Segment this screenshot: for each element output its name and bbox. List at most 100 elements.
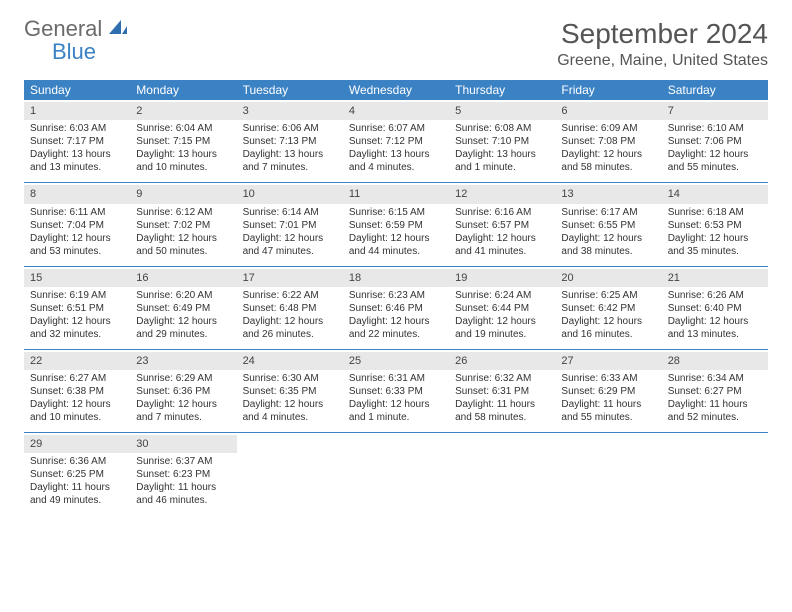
logo: General Blue [24, 18, 127, 64]
day-sunrise: Sunrise: 6:14 AM [243, 206, 337, 219]
day-sunrise: Sunrise: 6:12 AM [136, 206, 230, 219]
day-sunrise: Sunrise: 6:15 AM [349, 206, 443, 219]
calendar-day-cell [237, 433, 343, 516]
day-sunrise: Sunrise: 6:08 AM [455, 122, 549, 135]
day-sunset: Sunset: 6:29 PM [561, 385, 655, 398]
calendar-day-cell: 4Sunrise: 6:07 AMSunset: 7:12 PMDaylight… [343, 100, 449, 183]
day-number: 1 [24, 102, 130, 120]
calendar-day-cell: 30 Sunrise: 6:37 AMSunset: 6:23 PMDayligh… [130, 433, 236, 516]
day-sunrise: Sunrise: 6:11 AM [30, 206, 124, 219]
day-sunrise: Sunrise: 6:17 AM [561, 206, 655, 219]
calendar-day-cell: 9Sunrise: 6:12 AMSunset: 7:02 PMDaylight… [130, 183, 236, 266]
day-sunset: Sunset: 7:15 PM [136, 135, 230, 148]
logo-general: General [24, 16, 102, 41]
day-sunset: Sunset: 6:48 PM [243, 302, 337, 315]
day-dl2: and 1 minute. [455, 161, 549, 174]
day-sunrise: Sunrise: 6:33 AM [561, 372, 655, 385]
day-dl2: and 4 minutes. [243, 411, 337, 424]
day-dl2: and 10 minutes. [30, 411, 124, 424]
calendar-day-cell [449, 433, 555, 516]
day-dl2: and 32 minutes. [30, 328, 124, 341]
day-sunrise: Sunrise: 6:25 AM [561, 289, 655, 302]
day-sunrise: Sunrise: 6:29 AM [136, 372, 230, 385]
calendar-day-cell: 16Sunrise: 6:20 AMSunset: 6:49 PMDayligh… [130, 266, 236, 349]
day-dl1: Daylight: 12 hours [243, 315, 337, 328]
day-dl2: and 49 minutes. [30, 494, 124, 507]
day-sunrise: Sunrise: 6:24 AM [455, 289, 549, 302]
calendar-day-cell: 14Sunrise: 6:18 AMSunset: 6:53 PMDayligh… [662, 183, 768, 266]
day-sunrise: Sunrise: 6:06 AM [243, 122, 337, 135]
day-number: 19 [449, 269, 555, 287]
day-dl1: Daylight: 12 hours [668, 315, 762, 328]
day-sunrise: Sunrise: 6:36 AM [30, 455, 124, 468]
day-dl1: Daylight: 12 hours [30, 398, 124, 411]
day-sunset: Sunset: 7:01 PM [243, 219, 337, 232]
day-sunset: Sunset: 7:13 PM [243, 135, 337, 148]
weekday-header: Sunday [24, 80, 130, 100]
day-number: 3 [237, 102, 343, 120]
calendar-day-cell: 29Sunrise: 6:36 AMSunset: 6:25 PMDayligh… [24, 433, 130, 516]
day-sunrise: Sunrise: 6:04 AM [136, 122, 230, 135]
calendar-week-row: 15Sunrise: 6:19 AMSunset: 6:51 PMDayligh… [24, 266, 768, 349]
day-dl2: and 38 minutes. [561, 245, 655, 258]
day-dl1: Daylight: 12 hours [30, 232, 124, 245]
day-dl1: Daylight: 12 hours [243, 398, 337, 411]
day-dl2: and 26 minutes. [243, 328, 337, 341]
day-sunset: Sunset: 6:31 PM [455, 385, 549, 398]
day-dl2: and 7 minutes. [136, 411, 230, 424]
day-sunset: Sunset: 6:23 PM [136, 468, 230, 481]
calendar-day-cell: 19 Sunrise: 6:24 AMSunset: 6:44 PMDayligh… [449, 266, 555, 349]
calendar-day-cell: 18Sunrise: 6:23 AMSunset: 6:46 PMDayligh… [343, 266, 449, 349]
day-dl1: Daylight: 13 hours [349, 148, 443, 161]
calendar-day-cell: 8 Sunrise: 6:11 AMSunset: 7:04 PMDaylight… [24, 183, 130, 266]
day-sunset: Sunset: 6:40 PM [668, 302, 762, 315]
day-dl1: Daylight: 11 hours [136, 481, 230, 494]
day-sunset: Sunset: 6:27 PM [668, 385, 762, 398]
day-number: 18 [343, 269, 449, 287]
day-sunset: Sunset: 6:38 PM [30, 385, 124, 398]
day-dl1: Daylight: 12 hours [349, 398, 443, 411]
day-sunset: Sunset: 6:55 PM [561, 219, 655, 232]
calendar-day-cell: 21Sunrise: 6:26 AMSunset: 6:40 PMDayligh… [662, 266, 768, 349]
calendar-day-cell: 11Sunrise: 6:15 AMSunset: 6:59 PMDayligh… [343, 183, 449, 266]
day-number: 9 [130, 185, 236, 203]
day-number: 24 [237, 352, 343, 370]
weekday-header: Saturday [662, 80, 768, 100]
day-dl1: Daylight: 12 hours [136, 315, 230, 328]
day-dl1: Daylight: 11 hours [455, 398, 549, 411]
day-sunrise: Sunrise: 6:20 AM [136, 289, 230, 302]
day-dl1: Daylight: 11 hours [30, 481, 124, 494]
day-sunset: Sunset: 6:53 PM [668, 219, 762, 232]
day-sunset: Sunset: 6:42 PM [561, 302, 655, 315]
day-sunrise: Sunrise: 6:37 AM [136, 455, 230, 468]
day-sunset: Sunset: 6:44 PM [455, 302, 549, 315]
calendar-day-cell: 10Sunrise: 6:14 AMSunset: 7:01 PMDayligh… [237, 183, 343, 266]
day-dl1: Daylight: 12 hours [455, 315, 549, 328]
calendar-table: Sunday Monday Tuesday Wednesday Thursday… [24, 80, 768, 515]
calendar-day-cell: 2Sunrise: 6:04 AMSunset: 7:15 PMDaylight… [130, 100, 236, 183]
day-number: 8 [24, 185, 130, 203]
day-dl2: and 55 minutes. [668, 161, 762, 174]
calendar-day-cell: 17Sunrise: 6:22 AMSunset: 6:48 PMDayligh… [237, 266, 343, 349]
location: Greene, Maine, United States [557, 52, 768, 70]
month-title: September 2024 [557, 18, 768, 50]
day-sunrise: Sunrise: 6:09 AM [561, 122, 655, 135]
day-sunset: Sunset: 7:04 PM [30, 219, 124, 232]
calendar-body: 1Sunrise: 6:03 AMSunset: 7:17 PMDaylight… [24, 100, 768, 515]
day-number: 4 [343, 102, 449, 120]
day-sunrise: Sunrise: 6:30 AM [243, 372, 337, 385]
day-dl1: Daylight: 11 hours [668, 398, 762, 411]
day-number: 25 [343, 352, 449, 370]
calendar-day-cell: 5Sunrise: 6:08 AMSunset: 7:10 PMDaylight… [449, 100, 555, 183]
day-dl1: Daylight: 12 hours [30, 315, 124, 328]
day-dl1: Daylight: 13 hours [30, 148, 124, 161]
day-number: 30 [130, 435, 236, 453]
calendar-day-cell: 25Sunrise: 6:31 AMSunset: 6:33 PMDayligh… [343, 349, 449, 432]
day-sunset: Sunset: 6:25 PM [30, 468, 124, 481]
day-dl2: and 13 minutes. [30, 161, 124, 174]
day-sunset: Sunset: 6:33 PM [349, 385, 443, 398]
day-dl1: Daylight: 12 hours [349, 315, 443, 328]
day-dl1: Daylight: 13 hours [243, 148, 337, 161]
day-sunset: Sunset: 6:57 PM [455, 219, 549, 232]
header: General Blue September 2024 Greene, Main… [24, 18, 768, 70]
